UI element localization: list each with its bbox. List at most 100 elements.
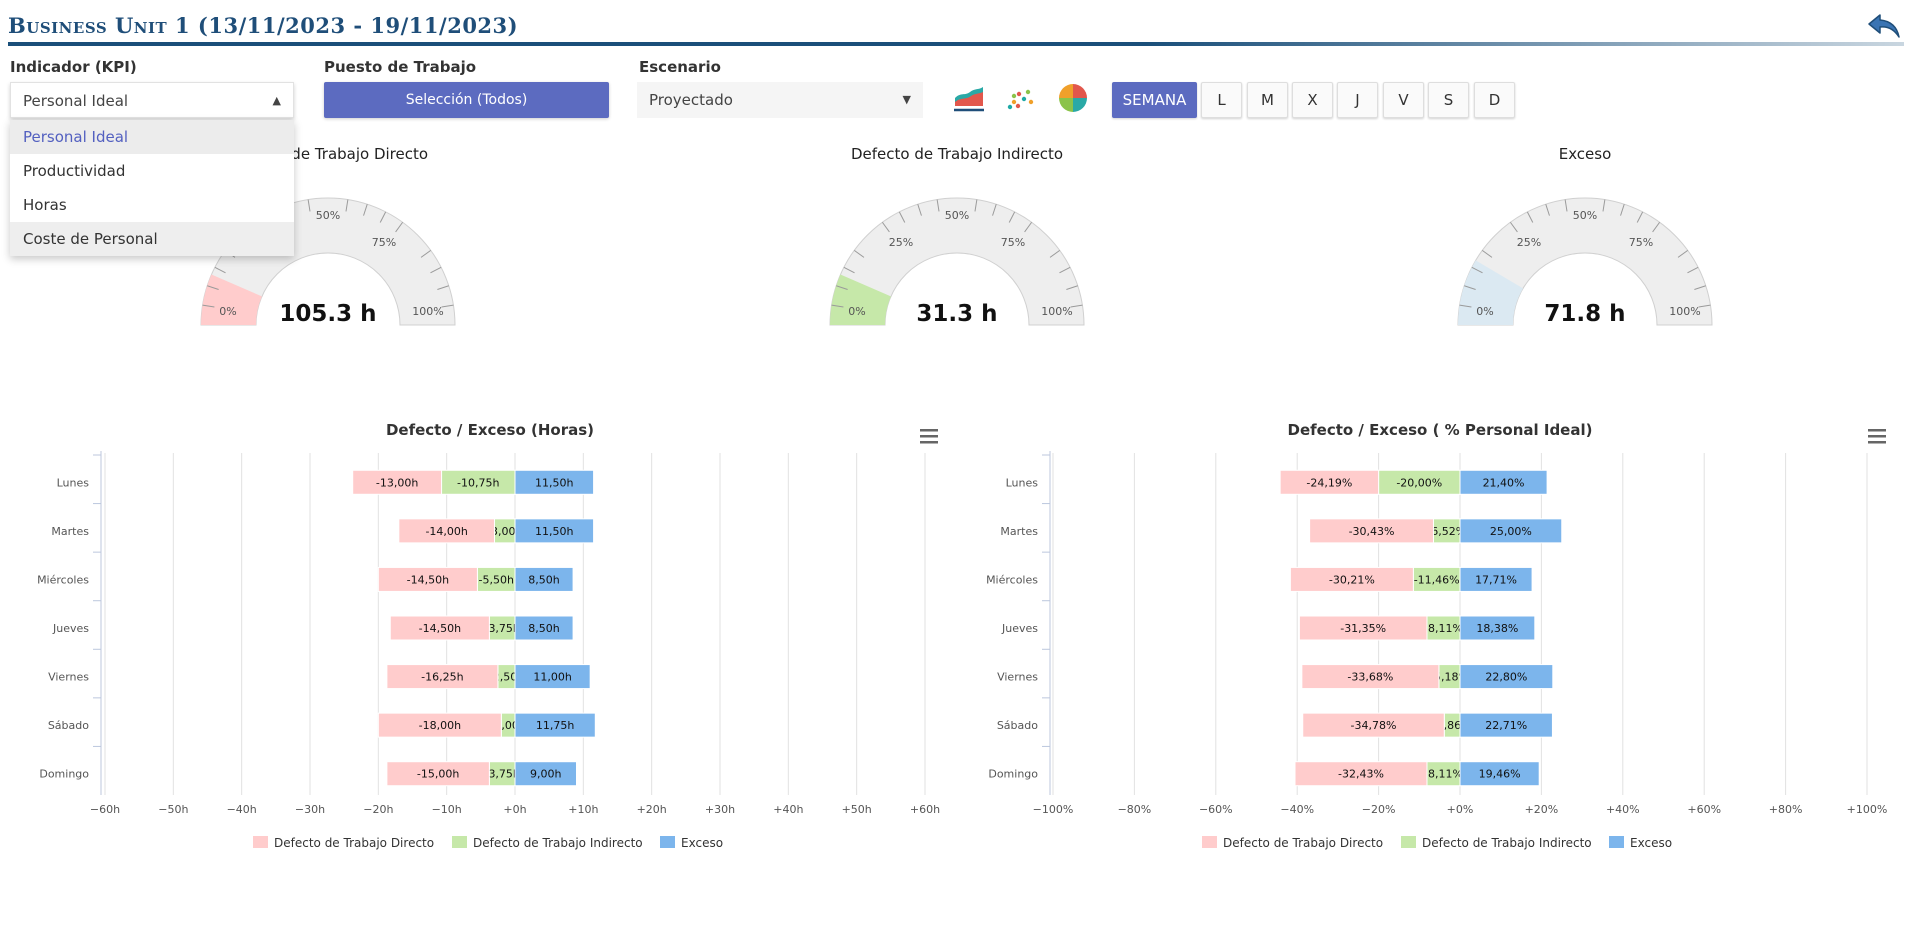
area-chart-icon[interactable] <box>952 80 986 116</box>
bar-segment[interactable] <box>514 712 596 738</box>
bar-segment[interactable] <box>1459 712 1553 738</box>
legend-swatch[interactable] <box>660 836 675 848</box>
bar-segment[interactable] <box>514 469 595 495</box>
kpi-select-value: Personal Ideal <box>23 92 129 110</box>
x-tick-label: −60h <box>90 803 120 816</box>
x-tick-label: −30h <box>295 803 325 816</box>
day-button-wednesday[interactable]: X <box>1292 82 1333 118</box>
day-button-monday[interactable]: L <box>1201 82 1242 118</box>
gauge-value: 71.8 h <box>1544 301 1625 327</box>
bar-segment[interactable] <box>1459 664 1554 690</box>
legend-swatch[interactable] <box>253 836 268 848</box>
legend-label[interactable]: Defecto de Trabajo Indirecto <box>473 836 643 850</box>
kpi-label: Indicador (KPI) <box>10 58 137 76</box>
bar-segment[interactable] <box>1459 518 1563 544</box>
day-button-saturday[interactable]: S <box>1428 82 1469 118</box>
bar-segment[interactable] <box>1309 518 1434 544</box>
bar-segment[interactable] <box>514 518 595 544</box>
gauge-tick <box>1059 266 1071 274</box>
gauge-value: 105.3 h <box>279 301 376 327</box>
scatter-chart-icon[interactable] <box>1004 80 1038 116</box>
data-label: -16,25h <box>421 671 463 684</box>
gauge-tick <box>881 221 890 233</box>
bar-segment[interactable] <box>386 761 490 787</box>
bar-segment[interactable] <box>1426 761 1461 787</box>
chart-menu-icon[interactable] <box>1866 427 1888 445</box>
bar-segment[interactable] <box>1289 566 1414 592</box>
bar-segment[interactable] <box>1459 615 1536 641</box>
gauge-tick <box>1677 249 1689 258</box>
bar-segment[interactable] <box>1459 566 1533 592</box>
gauge-tick <box>1509 221 1518 233</box>
bar-segment[interactable] <box>389 615 490 641</box>
legend-label[interactable]: Exceso <box>681 836 723 850</box>
bar-segment[interactable] <box>398 518 496 544</box>
legend-label[interactable]: Defecto de Trabajo Indirecto <box>1422 836 1592 850</box>
data-label: -24,19% <box>1306 476 1352 489</box>
scenario-select[interactable]: Proyectado ▼ <box>637 82 923 118</box>
kpi-select[interactable]: Personal Ideal ▲ <box>10 82 294 118</box>
data-label: -18,00h <box>419 719 461 732</box>
bar-segment[interactable] <box>1302 712 1445 738</box>
bar-segment[interactable] <box>377 712 502 738</box>
bar-segment[interactable] <box>1294 761 1428 787</box>
gauge-tick <box>1545 204 1550 216</box>
gauge-tick <box>1066 285 1078 290</box>
legend-swatch[interactable] <box>1401 836 1416 848</box>
caret-up-icon: ▲ <box>272 94 281 107</box>
gauge-tick-label: 0% <box>848 305 865 318</box>
back-arrow-icon[interactable] <box>1866 11 1902 41</box>
gauge-fill <box>830 274 891 325</box>
kpi-option-personal-ideal[interactable]: Personal Ideal <box>10 120 294 154</box>
x-tick-label: +0% <box>1447 803 1474 816</box>
gauge-tick <box>207 285 219 290</box>
gauge-tick <box>974 199 978 212</box>
bar-segment[interactable] <box>352 469 443 495</box>
data-label: -5,18% <box>1430 671 1469 684</box>
category-label: Jueves <box>1001 622 1038 635</box>
bar-segment[interactable] <box>1279 469 1380 495</box>
day-button-friday[interactable]: V <box>1383 82 1424 118</box>
legend-swatch[interactable] <box>1202 836 1217 848</box>
kpi-option-horas[interactable]: Horas <box>23 196 67 214</box>
bar-segment[interactable] <box>514 615 574 641</box>
data-label: 22,80% <box>1485 671 1527 684</box>
day-button-tuesday[interactable]: M <box>1247 82 1288 118</box>
bar-segment[interactable] <box>1459 469 1548 495</box>
legend-label[interactable]: Defecto de Trabajo Directo <box>1223 836 1383 850</box>
legend-swatch[interactable] <box>1609 836 1624 848</box>
x-tick-label: +60% <box>1687 803 1721 816</box>
bar-segment[interactable] <box>386 664 499 690</box>
bar-segment[interactable] <box>1301 664 1440 690</box>
bar-segment[interactable] <box>1432 518 1461 544</box>
bar-segment[interactable] <box>377 566 478 592</box>
gauge-tick-label: 50% <box>1573 209 1597 222</box>
week-button[interactable]: SEMANA <box>1112 82 1197 118</box>
day-button-sunday[interactable]: D <box>1474 82 1515 118</box>
legend-label[interactable]: Defecto de Trabajo Directo <box>274 836 434 850</box>
chart-percent: Defecto / Exceso ( % Personal Ideal) −10… <box>950 405 1900 875</box>
chart-menu-icon[interactable] <box>918 427 940 445</box>
gauge-tick <box>1698 304 1711 308</box>
pie-chart-icon[interactable] <box>1056 80 1090 116</box>
scenario-label: Escenario <box>639 58 721 76</box>
data-label: -6,52% <box>1427 525 1466 538</box>
legend-label[interactable]: Exceso <box>1630 836 1672 850</box>
bar-segment[interactable] <box>514 566 574 592</box>
gauge-tick <box>853 249 865 258</box>
data-label: -3,00h <box>487 525 522 538</box>
legend-swatch[interactable] <box>452 836 467 848</box>
bar-segment[interactable] <box>514 664 591 690</box>
kpi-option-productividad[interactable]: Productividad <box>23 162 126 180</box>
bar-segment[interactable] <box>1298 615 1428 641</box>
bar-segment[interactable] <box>1459 761 1540 787</box>
category-label: Viernes <box>997 671 1038 684</box>
kpi-option-coste-personal[interactable]: Coste de Personal <box>10 222 294 256</box>
x-tick-label: −40h <box>227 803 257 816</box>
day-button-thursday[interactable]: J <box>1337 82 1378 118</box>
x-tick-label: −100% <box>1033 803 1074 816</box>
gauge-tick <box>1526 211 1534 223</box>
gauge-tick-label: 0% <box>1476 305 1493 318</box>
bar-segment[interactable] <box>514 761 577 787</box>
job-selection-button[interactable]: Selección (Todos) <box>324 82 609 118</box>
